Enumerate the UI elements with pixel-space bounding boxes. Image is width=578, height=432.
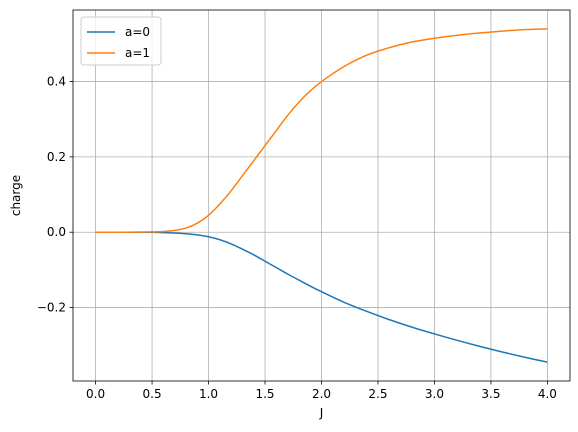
legend-label-a0: a=0 [125, 25, 150, 39]
grid [73, 10, 570, 381]
legend-label-a1: a=1 [125, 46, 150, 60]
x-axis-label: J [319, 406, 324, 420]
y-tick-label: −0.2 [37, 301, 66, 315]
y-axis-label: charge [9, 175, 23, 216]
x-tick-label: 1.5 [255, 387, 274, 401]
x-tick-label: 2.5 [368, 387, 387, 401]
x-tick-label: 3.0 [425, 387, 444, 401]
x-tick-label: 3.5 [481, 387, 500, 401]
axis-ticks: 0.0 0.5 1.0 1.5 2.0 2.5 3.0 3.5 4.0 −0.2 0.0 0.2 0.4 [37, 75, 557, 401]
y-tick-label: 0.2 [47, 150, 66, 164]
legend: a=0 a=1 [80, 16, 162, 66]
series-line-1 [95, 28, 548, 234]
y-tick-label: 0.4 [47, 75, 66, 89]
y-tick-label: 0.0 [47, 225, 66, 239]
x-tick-label: 0.0 [86, 387, 105, 401]
x-tick-label: 0.5 [143, 387, 162, 401]
series-line-0 [95, 231, 548, 363]
x-tick-label: 4.0 [538, 387, 557, 401]
x-tick-label: 2.0 [312, 387, 331, 401]
series-lines [95, 28, 548, 363]
x-tick-label: 1.0 [199, 387, 218, 401]
